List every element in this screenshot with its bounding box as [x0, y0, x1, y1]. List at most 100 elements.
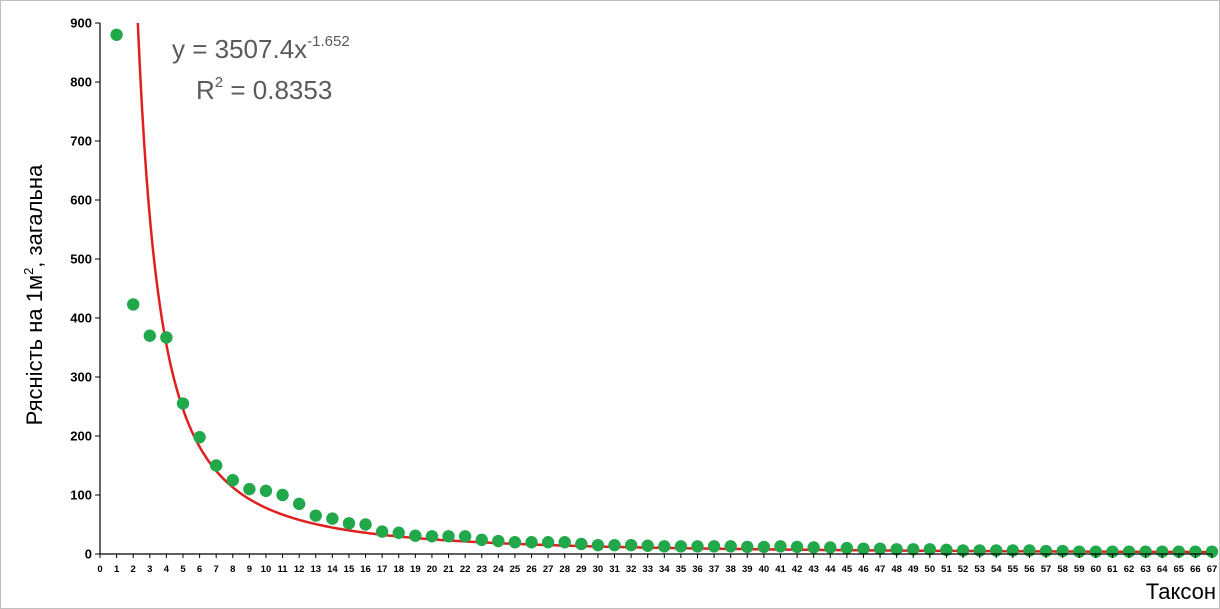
y-tick-label: 300 [70, 370, 92, 385]
x-tick-label: 56 [1024, 564, 1035, 575]
x-tick-label: 19 [410, 564, 421, 575]
x-tick-label: 5 [180, 564, 186, 575]
x-tick-label: 9 [247, 564, 252, 575]
data-point [1156, 545, 1169, 558]
data-point [658, 540, 671, 553]
x-tick-label: 28 [559, 564, 570, 575]
y-tick-label: 500 [70, 252, 92, 267]
data-point [1139, 545, 1152, 558]
data-point [342, 517, 356, 530]
x-tick-label: 57 [1041, 564, 1052, 575]
data-point [126, 298, 140, 311]
data-point [442, 530, 455, 543]
data-point [641, 539, 654, 552]
x-tick-label: 27 [543, 564, 554, 575]
data-point [541, 536, 555, 549]
x-tick-label: 0 [97, 564, 102, 575]
x-tick-label: 62 [1124, 564, 1135, 575]
r2-base: R [196, 75, 215, 105]
trend-equation: y = 3507.4x-1.652 [172, 33, 350, 64]
x-tick-label: 21 [443, 564, 454, 575]
x-tick-label: 34 [659, 564, 670, 575]
x-tick-label: 40 [759, 564, 770, 575]
x-ticks: 0 1 2 3 4 5 6 7 8 9 10 11 12 13 14 15 16 17 18 19 20 21 22 23 24… [97, 554, 1217, 575]
data-point [1189, 545, 1202, 558]
data-point [1073, 545, 1086, 558]
x-tick-label: 4 [164, 564, 170, 575]
data-point [840, 541, 854, 555]
x-tick-label: 26 [526, 564, 537, 575]
x-tick-label: 18 [393, 564, 404, 575]
x-tick-label: 43 [808, 564, 819, 575]
x-tick-label: 7 [214, 564, 219, 575]
data-point [608, 538, 621, 552]
data-point [558, 536, 571, 549]
data-points-layer [110, 28, 1219, 558]
x-tick-label: 48 [891, 564, 902, 575]
x-tick-label: 6 [197, 564, 202, 575]
y-tick-label: 400 [70, 311, 92, 326]
data-point [741, 540, 754, 554]
y-tick-label: 200 [70, 429, 92, 444]
data-point [691, 540, 704, 553]
x-tick-label: 36 [692, 564, 703, 575]
y-tick-label: 700 [70, 134, 92, 149]
x-tick-label: 50 [925, 564, 936, 575]
data-point [176, 397, 190, 410]
x-tick-label: 42 [792, 564, 803, 575]
x-tick-label: 53 [974, 564, 985, 575]
data-point [425, 530, 439, 543]
data-point [624, 538, 638, 552]
x-tick-label: 1 [114, 564, 120, 575]
data-point [674, 540, 688, 553]
equation-exponent: -1.652 [307, 33, 350, 50]
data-point [525, 536, 538, 549]
x-tick-label: 3 [147, 564, 152, 575]
r2-value: = 0.8353 [223, 75, 332, 105]
y-ticks: 0 100 200 300 400 500 600 700 800 900 [70, 16, 100, 562]
x-tick-label: 49 [908, 564, 919, 575]
y-axis-title-part: , загальна [22, 164, 47, 268]
data-point [707, 540, 721, 553]
data-point [873, 542, 887, 555]
data-point [1205, 545, 1219, 558]
y-tick-label: 900 [70, 16, 92, 31]
y-axis-title-superscript: 2 [21, 268, 36, 275]
y-axis-title: Рясність на 1м2, загальна [21, 164, 47, 425]
x-tick-label: 32 [626, 564, 637, 575]
data-point [359, 518, 372, 531]
data-point [209, 459, 223, 472]
x-tick-label: 39 [742, 564, 753, 575]
x-tick-label: 67 [1207, 564, 1218, 575]
data-point [774, 540, 787, 553]
data-point [193, 430, 206, 444]
x-tick-label: 11 [278, 564, 289, 575]
x-tick-label: 17 [377, 564, 388, 575]
data-point [890, 543, 903, 556]
data-point [458, 530, 472, 543]
x-tick-label: 44 [825, 564, 836, 575]
data-point [1106, 545, 1119, 558]
x-tick-label: 61 [1107, 564, 1118, 575]
equation-base: y = 3507.4x [172, 34, 307, 64]
x-tick-label: 14 [327, 564, 338, 575]
x-tick-label: 37 [709, 564, 720, 575]
x-tick-label: 46 [858, 564, 869, 575]
data-point [326, 512, 339, 525]
data-point [1172, 545, 1186, 558]
x-tick-label: 10 [261, 564, 272, 575]
x-tick-label: 25 [510, 564, 521, 575]
x-tick-label: 41 [775, 564, 786, 575]
data-point [1122, 545, 1136, 558]
x-tick-label: 66 [1190, 564, 1201, 575]
x-tick-label: 58 [1057, 564, 1068, 575]
x-tick-label: 45 [842, 564, 853, 575]
data-point [492, 534, 505, 548]
data-point [276, 488, 289, 502]
x-tick-label: 65 [1174, 564, 1185, 575]
x-tick-label: 31 [609, 564, 620, 575]
data-point [160, 331, 173, 344]
x-tick-label: 64 [1157, 564, 1168, 575]
